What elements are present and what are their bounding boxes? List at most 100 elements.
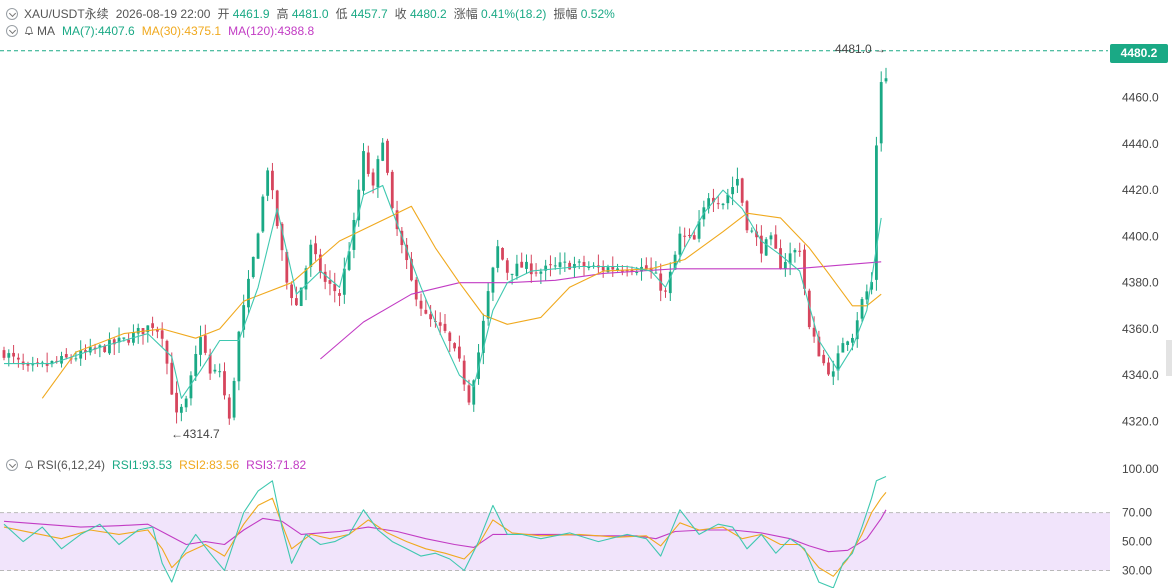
candle-body [827,362,830,375]
candle-body [328,280,332,284]
candle-body [807,290,811,328]
candle-body [405,244,409,261]
amp-label: 振幅 [553,7,578,21]
candle-body [759,235,763,254]
candle-body [438,322,442,326]
candle-body [12,352,15,357]
candle-body [616,268,619,271]
rsi-tick-label: 100.00 [1122,462,1159,476]
candle-body [26,363,30,366]
candle-body [223,371,226,396]
candle-body [865,291,869,300]
candle-body [736,178,739,186]
candle-body [510,273,514,275]
candle-body [242,305,246,330]
candle-body [295,298,298,306]
candle-body [774,234,778,249]
candle-body [429,314,433,320]
candle-body [347,251,351,270]
candle-body [36,362,39,364]
candle-body [122,337,126,339]
candle-body [472,380,476,405]
candle-body [117,337,121,343]
candle-body [836,353,840,371]
candle-body [386,140,389,173]
candle-body [179,406,183,413]
chevron-down-icon[interactable] [6,25,18,37]
candle-body [520,261,524,268]
candle-body [855,320,859,340]
candle-body [227,397,231,419]
candle-body [740,178,744,203]
candle-body [414,279,418,300]
candle-body [534,272,538,274]
y-tick-label: 4400.0 [1122,229,1159,243]
low-annotation: 4314.7 [183,427,220,441]
ma7-line [4,184,882,399]
amp-value: 0.52% [580,6,615,21]
candle-body [841,343,845,353]
candle-body [879,82,883,144]
candle-body [625,270,629,272]
rsi3-value: RSI3:71.82 [246,458,307,472]
rsi2-value: RSI2:83.56 [179,458,240,472]
candle-body [630,269,634,272]
candle-body [88,346,92,353]
bell-icon[interactable] [24,460,34,470]
candle-body [237,331,241,382]
y-tick-label: 4420.0 [1122,183,1159,197]
ma30-value: MA(30):4375.1 [141,24,222,38]
candle-body [299,287,303,307]
candle-body [199,337,202,355]
candle-body [582,261,586,267]
candle-body [664,290,667,292]
candle-body [798,250,802,252]
candle-body [788,253,792,264]
bell-icon[interactable] [24,26,34,36]
candle-body [549,264,552,266]
datetime-label: 2026-08-19 22:00 [115,6,211,21]
arrow-right-icon: → [874,42,886,56]
candle-body [587,267,591,269]
candle-body [577,261,581,263]
candle-body [419,300,423,309]
candle-body [400,230,404,246]
chevron-down-icon[interactable] [6,7,18,20]
candle-body [875,145,878,280]
candle-body [851,337,854,343]
candle-body [2,350,6,358]
ma120-line [320,261,882,360]
candle-body [707,198,711,209]
candle-body [448,332,452,342]
panel-resize-handle[interactable] [1166,340,1172,376]
close-label: 收 [394,7,407,21]
y-tick-label: 4460.0 [1122,91,1159,105]
candle-body [525,261,528,269]
candle-body [467,385,471,403]
candle-body [232,380,236,418]
candle-body [218,371,222,373]
candle-body [443,323,447,331]
candle-body [146,325,150,333]
candle-body [304,268,308,290]
candle-body [213,369,217,372]
candle-body [870,282,874,290]
candle-body [16,357,20,360]
candle-body [194,353,198,377]
candle-body [381,142,385,161]
candle-body [271,170,274,191]
rsi1-value: RSI1:93.53 [112,458,173,472]
candle-body [247,278,250,308]
candle-body [136,327,140,334]
ma30-line [41,205,882,399]
candle-body [683,235,687,237]
candle-body [486,291,490,319]
candle-body [323,271,327,282]
candle-body [769,235,773,240]
candle-body [74,358,78,360]
ohlc-header: XAU/USDT永续 2026-08-19 22:00 开 4461.9 高 4… [6,5,615,22]
candle-body [481,320,485,353]
candle-body [462,360,466,385]
chevron-down-icon[interactable] [6,459,18,471]
